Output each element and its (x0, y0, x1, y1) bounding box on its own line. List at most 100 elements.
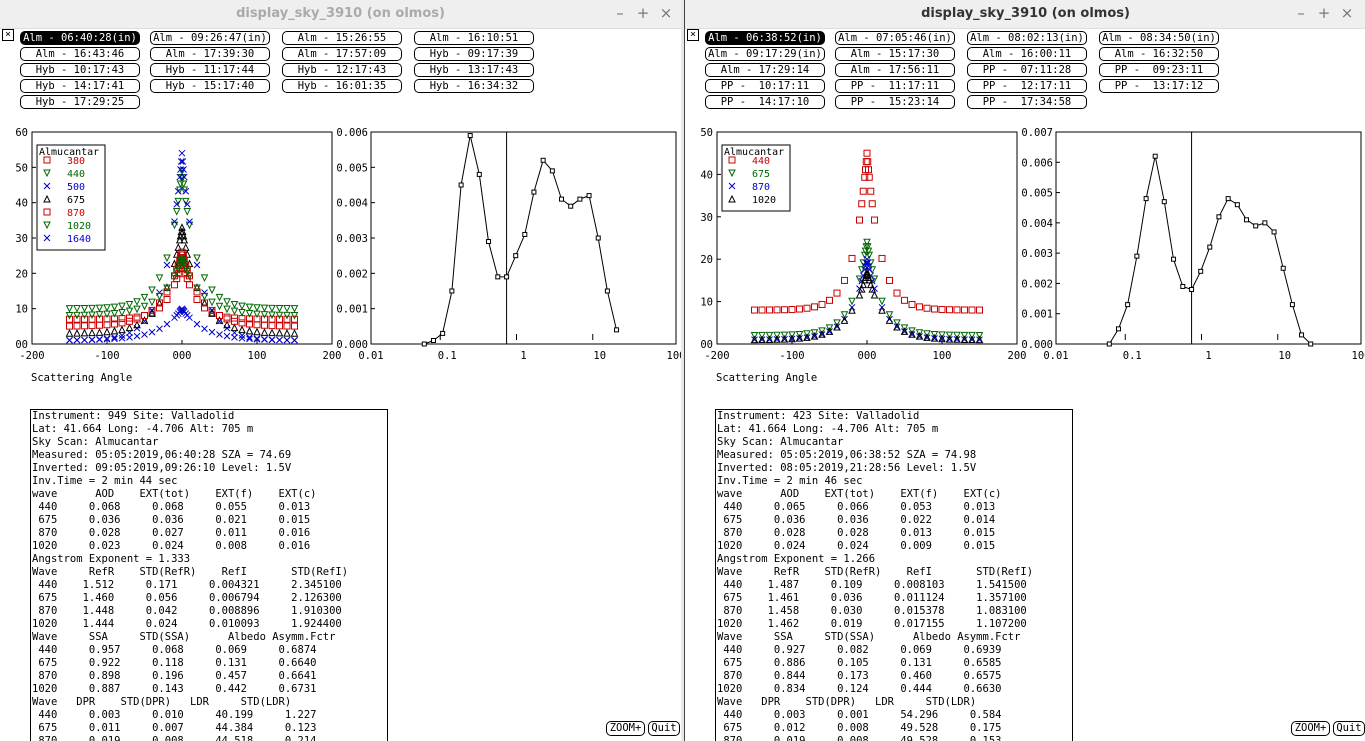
data-point (81, 322, 88, 330)
scan-button[interactable]: Alm - 17:29:14 (705, 63, 825, 77)
data-point (163, 295, 171, 303)
data-point (268, 322, 276, 330)
data-point (915, 331, 924, 340)
scan-button[interactable]: Alm - 09:26:47(in) (150, 31, 270, 45)
data-point (848, 306, 856, 314)
zoom-button[interactable]: ZOOM+ (1291, 721, 1330, 736)
scan-button[interactable]: PP - 13:17:12 (1099, 79, 1219, 93)
window-divider (681, 0, 684, 741)
minimize-icon[interactable]: – (1297, 4, 1305, 22)
data-point (908, 331, 916, 338)
title-bar[interactable]: display_sky_3910 (on olmos) – + × (0, 0, 681, 29)
close-icon[interactable]: × (1340, 4, 1354, 22)
data-point (171, 281, 178, 289)
scan-button[interactable]: Alm - 17:57:09 (282, 47, 402, 61)
scan-button[interactable]: Hyb - 12:17:43 (282, 63, 402, 77)
title-bar[interactable]: display_sky_3910 (on olmos) – + × (685, 0, 1365, 29)
maximize-icon[interactable]: + (1317, 4, 1331, 22)
scan-button[interactable]: Hyb - 14:17:41 (20, 79, 140, 93)
series-1640 (66, 305, 298, 344)
data-point (290, 311, 299, 320)
scan-button[interactable]: PP - 14:17:10 (705, 95, 825, 109)
scan-button[interactable]: Hyb - 09:17:39 (414, 47, 534, 61)
minimize-icon[interactable]: – (616, 4, 624, 22)
close-box-icon[interactable]: × (687, 29, 699, 41)
scan-button[interactable]: Alm - 16:43:46 (20, 47, 140, 61)
scan-button[interactable]: Alm - 08:02:13(in) (967, 31, 1087, 45)
y-tick-label: 0.003 (336, 233, 368, 245)
data-point (864, 247, 873, 256)
scan-button[interactable]: Alm - 08:34:50(in) (1099, 31, 1219, 45)
scan-button[interactable]: PP - 10:17:11 (705, 79, 825, 93)
data-point (183, 208, 192, 216)
data-point (841, 276, 848, 284)
data-point (66, 315, 73, 323)
scan-button[interactable]: Alm - 17:39:30 (150, 47, 270, 61)
data-point (938, 331, 946, 340)
data-point (208, 328, 216, 336)
scan-button[interactable]: PP - 09:23:11 (1099, 63, 1219, 77)
scan-button[interactable]: Hyb - 10:17:43 (20, 63, 140, 77)
data-point (141, 311, 148, 319)
size-point (513, 253, 519, 259)
legend-label: 440 (752, 156, 770, 167)
info-line: 440 0.065 0.066 0.053 0.013 (717, 501, 996, 513)
scan-button[interactable]: Alm - 16:32:50 (1099, 47, 1219, 61)
scan-button[interactable]: Hyb - 16:01:35 (282, 79, 402, 93)
legend-marker (43, 208, 51, 216)
scan-button[interactable]: Hyb - 13:17:43 (414, 63, 534, 77)
scan-button[interactable]: PP - 15:23:14 (835, 95, 955, 109)
data-point (866, 280, 875, 289)
data-point (65, 311, 74, 320)
data-point (908, 300, 916, 308)
y-tick-label: 60 (15, 127, 28, 139)
maximize-icon[interactable]: + (636, 4, 650, 22)
info-line: Measured: 05:05:2019,06:38:52 SZA = 74.9… (717, 449, 977, 461)
zoom-button[interactable]: ZOOM+ (606, 721, 645, 736)
scan-button[interactable]: Hyb - 16:34:32 (414, 79, 534, 93)
data-point (253, 304, 261, 312)
y-tick-label: 0.001 (1021, 309, 1053, 321)
scan-button[interactable]: Hyb - 15:17:40 (150, 79, 270, 93)
data-point (110, 303, 119, 312)
size-point (1171, 256, 1177, 262)
info-line: 675 0.922 0.118 0.131 0.6640 (32, 657, 317, 669)
legend-title: Almucantar (724, 147, 784, 158)
scan-button[interactable]: PP - 11:17:11 (835, 79, 955, 93)
info-line: 675 0.036 0.036 0.022 0.014 (717, 514, 996, 526)
scan-button[interactable]: PP - 12:17:11 (967, 79, 1087, 93)
data-point (931, 305, 938, 313)
data-point (268, 311, 276, 320)
data-point (863, 270, 872, 279)
scan-button[interactable]: Hyb - 11:17:44 (150, 63, 270, 77)
scan-button[interactable]: Alm - 07:05:46(in) (835, 31, 955, 45)
quit-button[interactable]: Quit (648, 721, 680, 736)
data-point (163, 254, 171, 263)
data-point (268, 328, 276, 337)
close-box-icon[interactable]: × (2, 29, 14, 41)
y-tick-label: 0.005 (336, 162, 368, 174)
scan-button[interactable]: Alm - 16:10:51 (414, 31, 534, 45)
scan-button[interactable]: PP - 17:34:58 (967, 95, 1087, 109)
close-icon[interactable]: × (659, 4, 673, 22)
scan-button[interactable]: Alm - 06:38:52(in) (705, 31, 825, 45)
scan-button[interactable]: Hyb - 17:29:25 (20, 95, 140, 109)
data-point (803, 304, 811, 312)
scan-button[interactable]: PP - 07:11:28 (967, 63, 1087, 77)
scan-button[interactable]: Alm - 16:00:11 (967, 47, 1087, 61)
scan-button[interactable]: Alm - 15:26:55 (282, 31, 402, 45)
scan-button[interactable]: Alm - 17:56:11 (835, 63, 955, 77)
scan-button[interactable]: Alm - 06:40:28(in) (20, 31, 140, 45)
scan-button[interactable]: Alm - 09:17:29(in) (705, 47, 825, 61)
sky-window-left: display_sky_3910 (on olmos) – + × × Alm … (0, 0, 681, 741)
quit-button[interactable]: Quit (1333, 721, 1365, 736)
data-point (118, 325, 126, 334)
data-point (885, 311, 894, 319)
inversion-info-panel: Instrument: 423 Site: Valladolid Lat: 41.… (715, 409, 1073, 741)
data-point (230, 323, 239, 332)
data-point (868, 200, 876, 208)
data-point (155, 274, 164, 283)
data-point (174, 243, 183, 251)
y-tick-label: 0.001 (336, 304, 368, 316)
scan-button[interactable]: Alm - 15:17:30 (835, 47, 955, 61)
